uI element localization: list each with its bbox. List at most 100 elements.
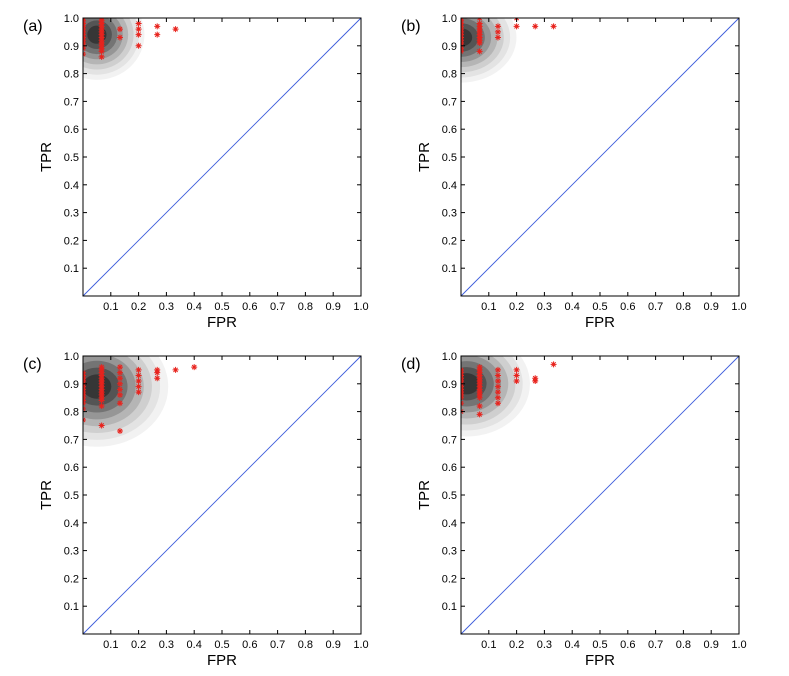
- x-tick-label: 0.9: [704, 639, 719, 651]
- data-point: [135, 20, 142, 27]
- data-point: [116, 386, 123, 393]
- density-level-8: [461, 28, 473, 47]
- x-tick-label: 0.1: [103, 301, 118, 313]
- panel-label: (a): [23, 18, 43, 35]
- data-point: [476, 403, 483, 410]
- data-point: [476, 364, 483, 371]
- y-tick-label: 0.8: [64, 407, 79, 419]
- data-point: [494, 394, 501, 401]
- y-tick-label: 0.1: [64, 601, 79, 613]
- data-point: [154, 366, 161, 373]
- data-point: [135, 26, 142, 33]
- y-tick-label: 0.9: [442, 41, 457, 53]
- density-level-8: [83, 374, 112, 399]
- data-point: [172, 26, 179, 33]
- y-tick-label: 1.0: [64, 351, 79, 363]
- y-axis-label: TPR: [416, 480, 433, 510]
- x-tick-label: 0.7: [648, 639, 663, 651]
- y-tick-label: 0.3: [442, 546, 457, 558]
- data-point: [476, 48, 483, 55]
- panel-3: 0.1 0.2 0.3 0.4 0.5 0.6 0.7 0.8 0.9 1.0 0.1 0.2 0.3 0…: [23, 351, 369, 669]
- data-point: [550, 23, 557, 30]
- y-tick-label: 0.2: [442, 573, 457, 585]
- y-tick-label: 0.1: [442, 263, 457, 275]
- data-point: [494, 23, 501, 30]
- y-tick-label: 0.1: [64, 263, 79, 275]
- y-tick-label: 0.3: [64, 546, 79, 558]
- y-tick-label: 0.5: [64, 152, 79, 164]
- density-level-8: [461, 373, 480, 395]
- y-tick-label: 0.8: [442, 69, 457, 81]
- diagonal-line: [460, 355, 740, 635]
- data-point: [494, 28, 501, 35]
- data-point: [513, 23, 520, 30]
- data-point: [532, 375, 539, 382]
- y-tick-label: 1.0: [64, 13, 79, 25]
- y-tick-label: 0.2: [442, 235, 457, 247]
- x-tick-label: 0.9: [704, 301, 719, 313]
- data-point: [116, 34, 123, 41]
- data-point: [494, 383, 501, 390]
- x-tick-label: 0.1: [481, 301, 496, 313]
- y-tick-label: 0.5: [442, 490, 457, 502]
- y-tick-label: 0.6: [442, 462, 457, 474]
- data-point: [116, 26, 123, 33]
- y-tick-label: 0.4: [442, 180, 457, 192]
- data-point: [116, 369, 123, 376]
- points: [461, 361, 557, 418]
- y-tick-label: 0.3: [442, 208, 457, 220]
- y-tick-label: 0.4: [442, 518, 457, 530]
- x-axis-label: FPR: [585, 314, 615, 331]
- y-tick-label: 0.3: [64, 208, 79, 220]
- x-tick-label: 0.8: [676, 301, 691, 313]
- x-tick-label: 1.0: [731, 639, 746, 651]
- data-point: [135, 378, 142, 385]
- y-axis-label: TPR: [38, 142, 55, 172]
- y-tick-label: 0.9: [64, 379, 79, 391]
- data-point: [135, 383, 142, 390]
- data-point: [154, 23, 161, 30]
- data-point: [532, 23, 539, 30]
- x-tick-label: 0.3: [537, 301, 552, 313]
- density-contours: [83, 356, 169, 447]
- data-point: [135, 31, 142, 38]
- panel-label: (d): [401, 356, 421, 373]
- x-tick-label: 0.6: [620, 639, 635, 651]
- data-point: [494, 400, 501, 407]
- y-tick-label: 0.5: [442, 152, 457, 164]
- x-tick-label: 0.5: [214, 639, 229, 651]
- y-tick-label: 0.8: [64, 69, 79, 81]
- y-tick-label: 0.8: [442, 407, 457, 419]
- x-tick-label: 1.0: [731, 301, 746, 313]
- data-point: [513, 372, 520, 379]
- x-tick-label: 0.8: [298, 639, 313, 651]
- x-tick-label: 1.0: [353, 639, 368, 651]
- diagonal-line: [82, 17, 362, 297]
- data-point: [135, 366, 142, 373]
- y-tick-label: 0.7: [64, 434, 79, 446]
- x-tick-label: 0.3: [159, 639, 174, 651]
- data-point: [116, 380, 123, 387]
- y-tick-label: 0.9: [442, 379, 457, 391]
- points: [83, 364, 198, 435]
- y-tick-label: 1.0: [442, 351, 457, 363]
- x-tick-label: 1.0: [353, 301, 368, 313]
- x-tick-label: 0.7: [270, 639, 285, 651]
- y-tick-label: 0.7: [442, 96, 457, 108]
- data-point: [98, 53, 105, 60]
- points: [83, 18, 179, 60]
- x-axis-label: FPR: [585, 652, 615, 669]
- data-point: [116, 375, 123, 382]
- data-point: [135, 389, 142, 396]
- diagonal-line: [82, 355, 362, 635]
- y-tick-label: 1.0: [442, 13, 457, 25]
- panel-2: 0.1 0.2 0.3 0.4 0.5 0.6 0.7 0.8 0.9 1.0 0.1 0.2 0.3 0…: [401, 13, 747, 331]
- x-tick-label: 0.8: [676, 639, 691, 651]
- data-point: [116, 428, 123, 435]
- x-tick-label: 0.3: [159, 301, 174, 313]
- y-axis-label: TPR: [416, 142, 433, 172]
- data-point: [494, 366, 501, 373]
- data-point: [191, 364, 198, 371]
- y-tick-label: 0.4: [64, 180, 79, 192]
